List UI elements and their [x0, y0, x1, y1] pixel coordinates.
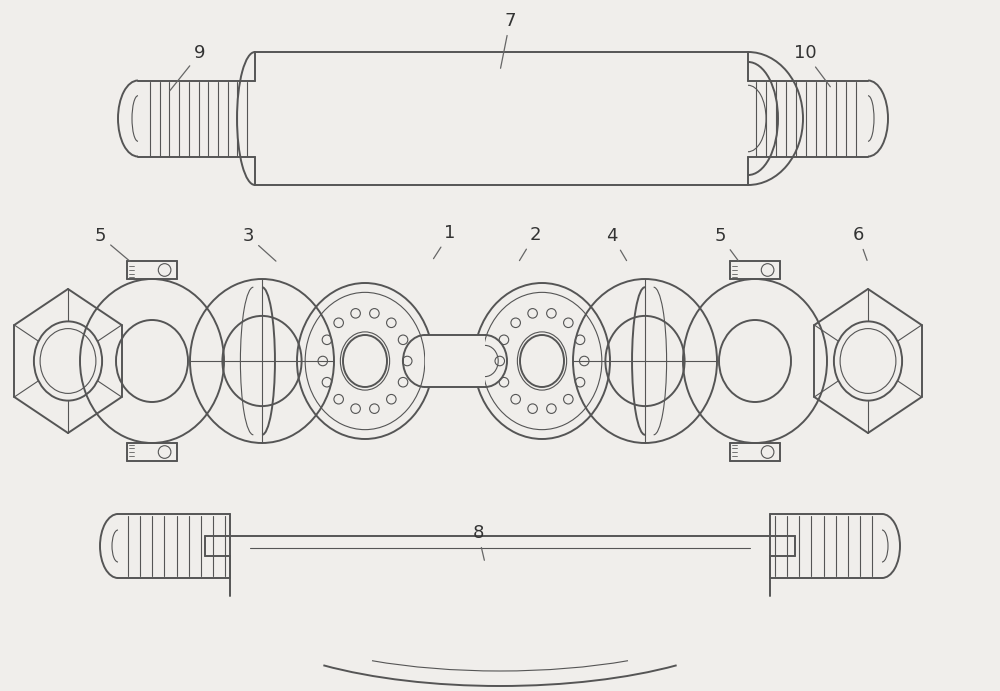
Text: 3: 3 [242, 227, 276, 261]
Bar [748, 80, 868, 156]
Ellipse shape [683, 279, 827, 443]
Bar [255, 52, 748, 185]
Bar [118, 514, 230, 578]
Bar [127, 443, 177, 461]
Text: 8: 8 [472, 524, 484, 560]
Ellipse shape [474, 283, 610, 439]
Bar [730, 443, 780, 461]
Text: 4: 4 [606, 227, 627, 261]
Text: 6: 6 [852, 226, 867, 261]
Bar [127, 261, 177, 279]
Text: 1: 1 [434, 224, 456, 258]
Bar [770, 514, 882, 578]
Text: 5: 5 [94, 227, 130, 261]
Ellipse shape [6, 289, 130, 433]
Text: 10: 10 [794, 44, 830, 87]
Text: 9: 9 [170, 44, 206, 91]
Text: 5: 5 [714, 227, 738, 261]
Ellipse shape [297, 283, 433, 439]
Text: 2: 2 [519, 226, 541, 261]
Ellipse shape [80, 279, 224, 443]
Bar [138, 80, 255, 156]
Ellipse shape [806, 289, 930, 433]
Bar [425, 335, 485, 387]
Ellipse shape [190, 279, 334, 443]
Bar [730, 261, 780, 279]
Text: 7: 7 [501, 12, 516, 68]
Ellipse shape [573, 279, 717, 443]
